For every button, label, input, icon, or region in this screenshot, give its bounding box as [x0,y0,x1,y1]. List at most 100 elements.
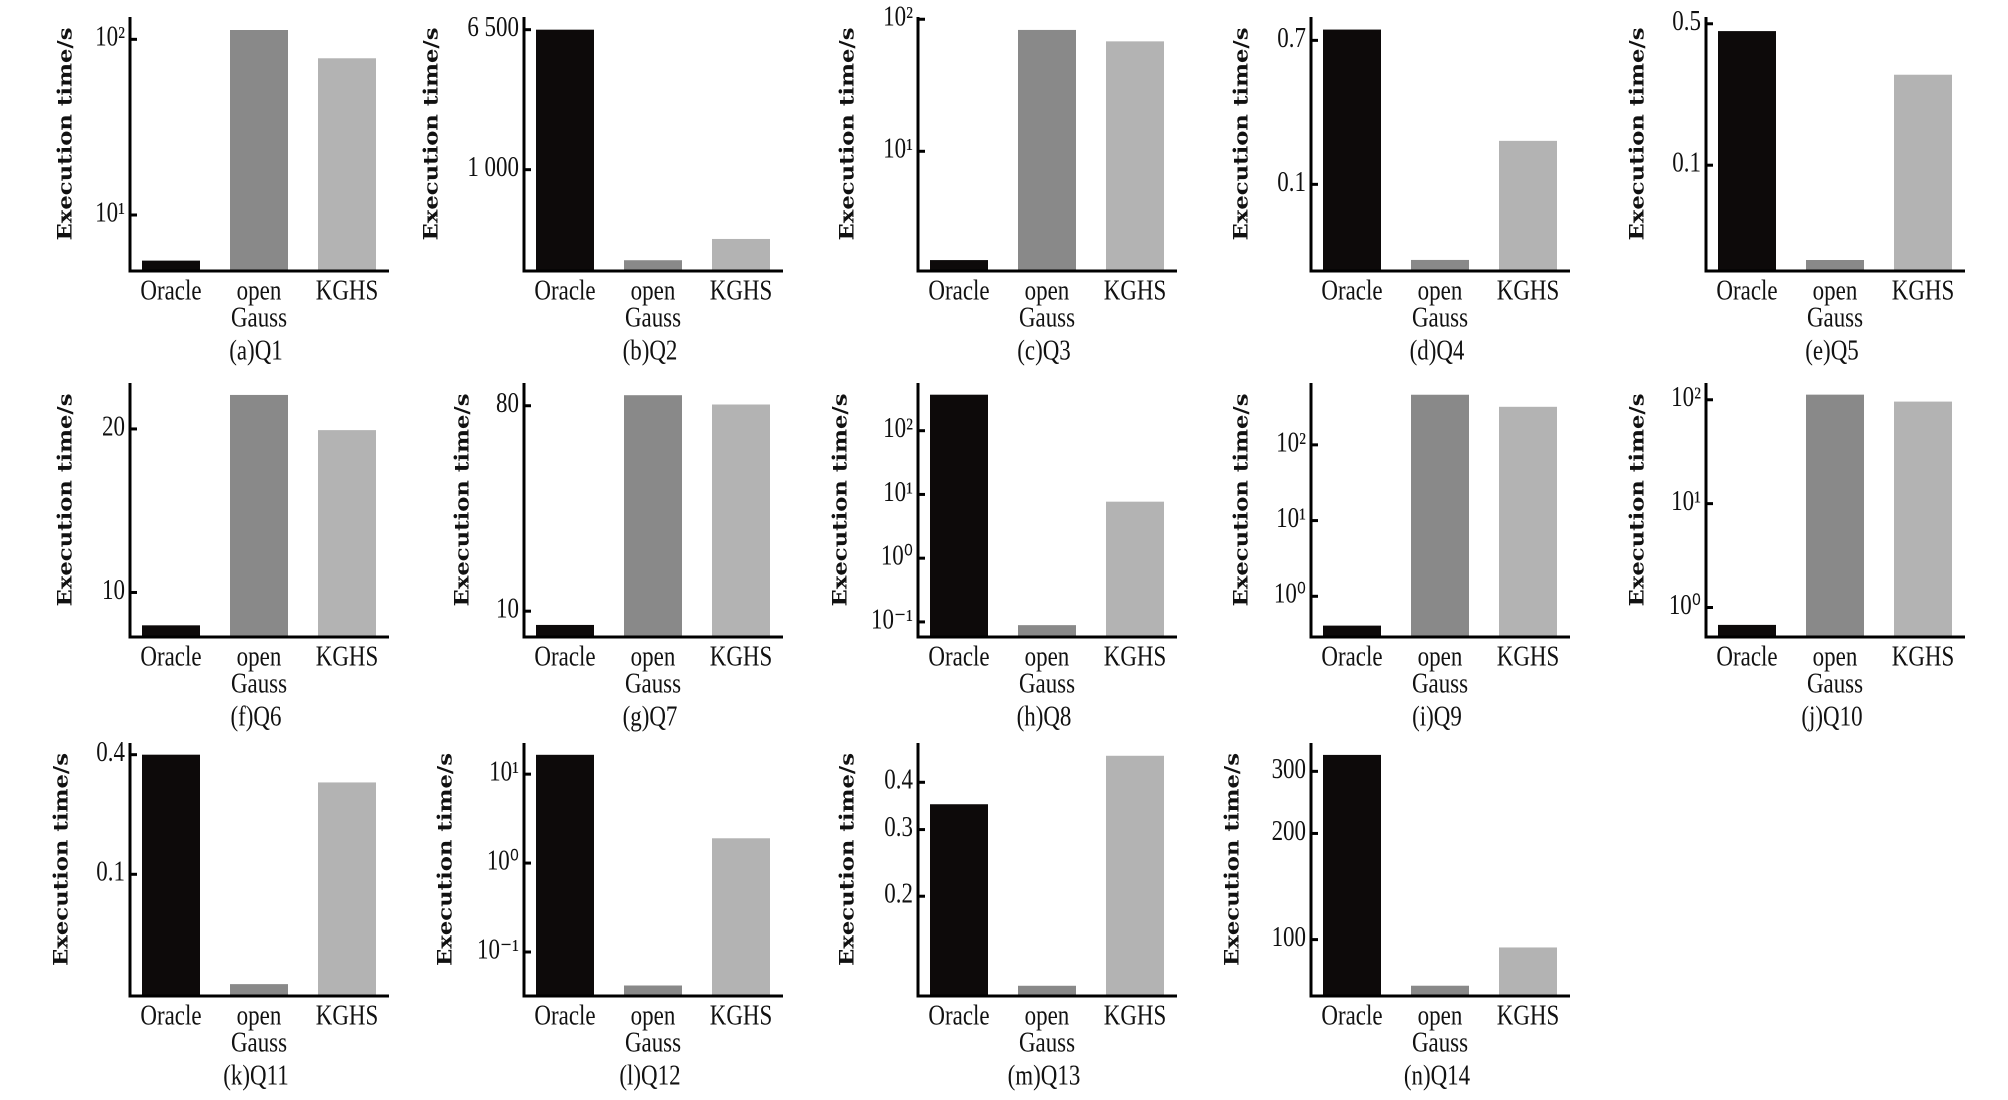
x-tick-label: Gauss [1412,1026,1468,1058]
x-tick-label: KGHS [710,640,772,672]
panel-caption: (h)Q8 [1017,700,1072,732]
x-tick-label: Oracle [1321,999,1382,1031]
x-tick-label: open [1418,640,1463,672]
bar-opengauss [624,985,682,996]
y-tick-label: 0.7 [1277,22,1306,54]
y-axis-label: Execution time/s [1229,394,1253,607]
bar-opengauss [230,394,288,637]
x-tick-label: KGHS [1104,640,1166,672]
y-axis-label: Execution time/s [49,753,73,966]
y-tick-label: 0.3 [884,811,913,843]
bar-oracle [536,29,594,271]
x-tick-label: Gauss [1807,301,1863,333]
y-tick-label: 0.5 [1672,5,1701,37]
bar-opengauss [1411,985,1469,996]
y-tick-label: 0.1 [1672,146,1701,178]
x-tick-label: Oracle [928,640,989,672]
y-tick-label: 10⁰ [1669,589,1701,621]
panel-caption: (g)Q7 [623,700,678,732]
y-axis-label: Execution time/s [53,394,77,607]
panel-caption: (e)Q5 [1805,334,1859,366]
bar-oracle [1718,31,1776,271]
x-tick-label: Oracle [1716,640,1777,672]
bar-kghs [712,238,770,271]
y-axis-label: Execution time/s [53,28,77,241]
bar-oracle [930,394,988,637]
bar-kghs [318,430,376,637]
panel-caption: (l)Q12 [619,1059,680,1091]
x-tick-label: Oracle [1716,274,1777,306]
x-tick-label: Gauss [625,301,681,333]
y-tick-label: 10¹ [95,196,125,228]
x-tick-label: Oracle [928,274,989,306]
x-tick-label: open [237,274,282,306]
x-tick-label: Oracle [1321,274,1382,306]
x-tick-label: Gauss [231,1026,287,1058]
panel-caption: (d)Q4 [1410,334,1465,366]
y-tick-label: 10 [102,574,125,606]
y-tick-label: 10¹ [1671,485,1701,517]
bar-kghs [318,782,376,996]
bar-oracle [142,754,200,996]
bar-kghs [1499,947,1557,996]
panel-caption: (i)Q9 [1412,700,1462,732]
x-tick-label: Oracle [1321,640,1382,672]
bar-oracle [142,260,200,271]
y-tick-label: 200 [1272,815,1306,847]
y-tick-label: 10⁰ [1274,578,1306,610]
bar-opengauss [1018,29,1076,272]
y-tick-label: 10¹ [1276,502,1306,534]
x-tick-label: KGHS [1104,274,1166,306]
x-tick-label: Gauss [1412,667,1468,699]
panel-caption: (m)Q13 [1008,1059,1081,1091]
x-tick-label: KGHS [1497,640,1559,672]
panel-caption: (b)Q2 [623,334,678,366]
bar-oracle [142,625,200,637]
bar-opengauss [1806,260,1864,271]
x-tick-label: KGHS [1497,999,1559,1031]
x-tick-label: Gauss [1019,301,1075,333]
x-tick-label: KGHS [1892,274,1954,306]
y-axis-label: Execution time/s [828,394,852,607]
x-tick-label: open [237,999,282,1031]
x-tick-label: KGHS [1104,999,1166,1031]
x-tick-label: open [631,640,676,672]
x-tick-label: Oracle [534,640,595,672]
x-tick-label: open [1418,999,1463,1031]
y-tick-label: 10² [1671,381,1701,413]
y-axis-label: Execution time/s [1229,28,1253,241]
y-axis-label: Execution time/s [1625,394,1649,607]
y-axis-label: Execution time/s [835,753,859,966]
y-tick-label: 10 [496,592,519,624]
y-tick-label: 10⁰ [881,539,913,571]
x-tick-label: open [1025,999,1070,1031]
panel-caption: (j)Q10 [1801,700,1862,732]
x-tick-label: open [1025,274,1070,306]
bar-opengauss [1806,394,1864,637]
x-tick-label: KGHS [710,999,772,1031]
x-tick-label: Oracle [140,274,201,306]
x-tick-label: Gauss [1019,1026,1075,1058]
y-tick-label: 1 000 [467,151,519,183]
y-axis-label: Execution time/s [450,394,474,607]
bar-kghs [712,404,770,637]
y-tick-label: 10⁻¹ [477,933,519,965]
x-tick-label: KGHS [710,274,772,306]
y-tick-label: 10⁰ [487,844,519,876]
y-tick-label: 0.4 [884,764,913,796]
x-tick-label: open [1025,640,1070,672]
bar-kghs [712,838,770,996]
panel-caption: (f)Q6 [231,700,282,732]
y-tick-label: 6 500 [467,11,519,43]
y-tick-label: 300 [1272,753,1306,785]
x-tick-label: Gauss [231,301,287,333]
x-tick-label: Gauss [1807,667,1863,699]
y-axis-label: Execution time/s [433,753,457,966]
